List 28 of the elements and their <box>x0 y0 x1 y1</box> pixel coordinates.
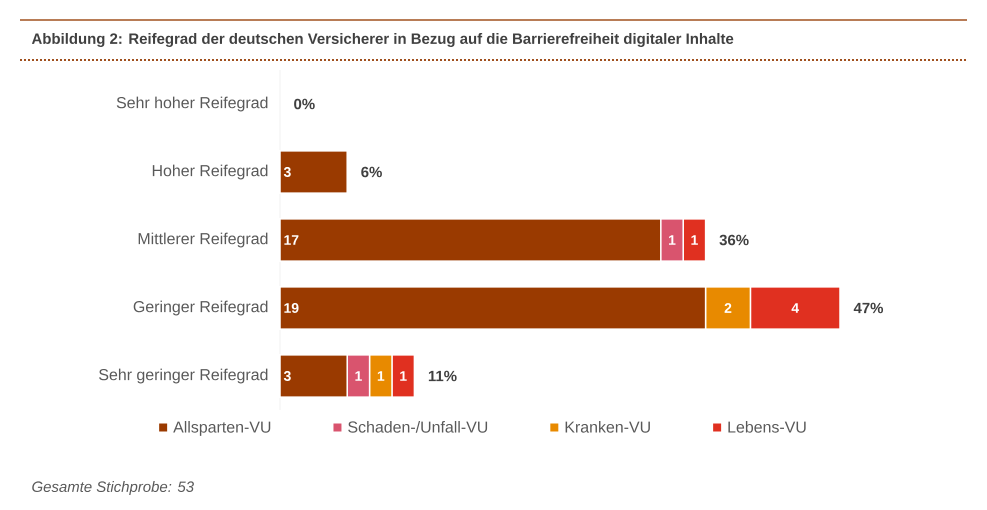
data-label: 19 <box>284 303 299 313</box>
data-label: 1 <box>669 235 676 245</box>
y-tick-label: Sehr hoher Reifegrad <box>116 96 268 112</box>
bar <box>279 150 348 194</box>
data-label: 1 <box>378 371 384 381</box>
y-tick-label: Geringer Reifegrad <box>134 300 268 316</box>
data-label: 17 <box>284 235 298 245</box>
annotation: 11% <box>428 370 457 382</box>
legend-label: Kranken-VU <box>566 420 650 433</box>
data-label: 2 <box>724 303 732 313</box>
legend-label: Allsparten-VU <box>173 420 270 436</box>
legend-label: Schaden-/Unfall-VU <box>348 420 488 433</box>
data-label: 1 <box>691 235 698 245</box>
chart-title: Abbildung 2: Reifegrad der deutschen Versicherer in Bezug auf die Barrierefreiheit digitaler Inhalte <box>32 32 734 47</box>
data-label: 1 <box>400 371 407 381</box>
data-label: 1 <box>355 371 362 381</box>
y-tick-label: Mittlerer Reifegrad <box>138 232 268 248</box>
annotation: 47% <box>854 302 884 314</box>
annotation: 6% <box>361 166 382 178</box>
y-tick-label: Sehr geringer Reifegrad <box>99 368 268 384</box>
annotation: 36% <box>719 234 749 246</box>
legend-label: Lebens-VU <box>728 420 806 433</box>
y-tick-label: Hoher Reifegrad <box>152 164 268 180</box>
data-label: 3 <box>284 167 291 177</box>
text: Gesamte Stichprobe: 53 <box>32 481 194 495</box>
annotation: 0% <box>294 98 315 110</box>
data-label: 4 <box>792 303 800 313</box>
data-label: 3 <box>284 371 291 381</box>
